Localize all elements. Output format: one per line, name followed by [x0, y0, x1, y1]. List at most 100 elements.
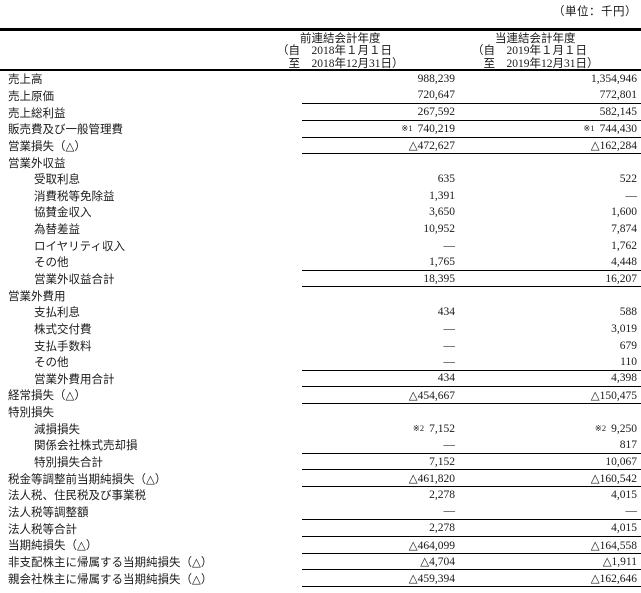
- table-row: 法人税、住民税及び事業税 2,278 4,015: [0, 487, 641, 504]
- row-label: 法人税等合計: [8, 523, 77, 536]
- table-row: 減損損失 ※2 7,152 ※2 9,250: [0, 420, 641, 437]
- cell-value: △4,704: [420, 556, 455, 569]
- cell-value: 7,874: [611, 223, 637, 236]
- cell-value: 7,152: [429, 455, 455, 468]
- row-label: 税金等調整前当期純損失（△）: [8, 473, 167, 486]
- cell-value: 9,250: [611, 422, 637, 435]
- row-label: 支払利息: [34, 307, 80, 320]
- cell-prior-year: ―: [302, 237, 457, 254]
- row-values: 267,592 582,145: [302, 104, 641, 121]
- row-values: 10,952 7,874: [302, 221, 641, 238]
- cell-value: △164,558: [590, 539, 637, 552]
- cell-prior-year: ―: [302, 437, 457, 453]
- cell-value: 10,952: [423, 223, 455, 236]
- cell-value: 4,015: [611, 522, 637, 535]
- column-header-prior-year: 前連結会計年度 （自 2018年１月１日 至 2018年12月31日）: [277, 33, 404, 70]
- cell-value: 1,354,946: [591, 73, 637, 86]
- row-label: 販売費及び一般管理費: [8, 124, 123, 137]
- cell-value: 7,152: [429, 422, 455, 435]
- cell-current-year: 1,354,946: [457, 71, 641, 88]
- cell-current-year: ―: [457, 187, 641, 204]
- cell-current-year: 817: [457, 437, 641, 453]
- row-values: △472,627 △162,284: [302, 138, 641, 155]
- row-label: 営業外費用合計: [34, 373, 115, 386]
- footnote-ref: ※2: [412, 422, 425, 433]
- table-row: ロイヤリティ収入 ― 1,762: [0, 237, 641, 254]
- cell-prior-year: ―: [302, 337, 457, 354]
- cell-current-year: 772,801: [457, 88, 641, 104]
- cell-value: 3,019: [611, 322, 637, 335]
- cell-value: △459,394: [408, 573, 455, 586]
- table-row: 協賛金収入 3,650 1,600: [0, 204, 641, 221]
- table-row: 営業損失（△） △472,627 △162,284: [0, 138, 641, 155]
- table-body: 売上高 988,239 1,354,946 売上原価 720,647 772,801 売上総…: [0, 71, 641, 587]
- cell-value: ―: [443, 322, 456, 335]
- cell-current-year: 10,067: [457, 454, 641, 470]
- row-values: 635 522: [302, 171, 641, 188]
- cell-prior-year: ―: [302, 504, 457, 520]
- row-label: 協賛金収入: [34, 207, 92, 220]
- cell-value: 522: [619, 173, 637, 186]
- cell-value: 3,650: [429, 206, 455, 219]
- cell-value: 267,592: [417, 106, 455, 119]
- table-row: 営業外収益合計 18,395 16,207: [0, 271, 641, 288]
- table-row: 受取利息 635 522: [0, 171, 641, 188]
- cell-current-year: △164,558: [457, 537, 641, 553]
- cell-value: 4,015: [611, 489, 637, 502]
- cell-value: 16,207: [605, 272, 637, 285]
- cell-current-year: △162,284: [457, 138, 641, 154]
- row-values: [302, 404, 641, 421]
- row-values: ― ―: [302, 504, 641, 521]
- row-values: ※2 7,152 ※2 9,250: [302, 420, 641, 437]
- column-period-from: （自 2018年１月１日: [277, 45, 392, 58]
- cell-value: △464,099: [408, 539, 455, 552]
- cell-prior-year: △454,667: [302, 387, 457, 403]
- row-label: 法人税、住民税及び事業税: [8, 490, 146, 503]
- cell-prior-year: ―: [302, 321, 457, 338]
- cell-value: 720,647: [417, 89, 455, 102]
- cell-value: 2,278: [429, 489, 455, 502]
- cell-value: 4,398: [611, 372, 637, 385]
- cell-prior-year: 3,650: [302, 204, 457, 221]
- table-row: 非支配株主に帰属する当期純損失（△） △4,704 △1,911: [0, 554, 641, 571]
- table-row: 関係会社株式売却損 ― 817: [0, 437, 641, 454]
- cell-value: △461,820: [408, 473, 455, 486]
- cell-value: △162,284: [590, 140, 637, 153]
- cell-current-year: ※2 9,250: [457, 420, 641, 437]
- cell-value: 2,278: [429, 522, 455, 535]
- row-label: 営業外収益: [8, 157, 66, 170]
- table-row: 支払手数料 ― 679: [0, 337, 641, 354]
- cell-prior-year: 1,765: [302, 254, 457, 270]
- table-row: 営業外費用合計 434 4,398: [0, 371, 641, 388]
- row-values: ― 679: [302, 337, 641, 354]
- row-label: 為替差益: [34, 224, 80, 237]
- row-label: 株式交付費: [34, 323, 92, 336]
- row-values: 434 588: [302, 304, 641, 321]
- cell-prior-year: △472,627: [302, 138, 457, 154]
- row-values: [302, 287, 641, 304]
- cell-prior-year: [302, 154, 457, 171]
- row-values: 2,278 4,015: [302, 487, 641, 504]
- cell-value: 988,239: [417, 73, 455, 86]
- row-values: 1,391 ―: [302, 187, 641, 204]
- row-label: 売上高: [8, 74, 43, 87]
- table-row: 法人税等合計 2,278 4,015: [0, 520, 641, 537]
- cell-value: 18,395: [423, 272, 455, 285]
- cell-value: ―: [443, 239, 456, 252]
- cell-prior-year: 10,952: [302, 221, 457, 238]
- cell-prior-year: 988,239: [302, 71, 457, 88]
- cell-value: 744,430: [599, 122, 637, 135]
- cell-value: 110: [620, 355, 637, 368]
- table-row: 売上原価 720,647 772,801: [0, 88, 641, 105]
- cell-prior-year: 2,278: [302, 520, 457, 536]
- cell-prior-year: 635: [302, 171, 457, 188]
- cell-current-year: △1,911: [457, 554, 641, 570]
- cell-value: 582,145: [599, 106, 637, 119]
- row-label: 当期純損失（△）: [8, 540, 98, 553]
- row-values: ― 3,019: [302, 321, 641, 338]
- cell-current-year: 1,600: [457, 204, 641, 221]
- row-values: 18,395 16,207: [302, 271, 641, 288]
- table-row: 売上総利益 267,592 582,145: [0, 104, 641, 121]
- table-row: 消費税等免除益 1,391 ―: [0, 187, 641, 204]
